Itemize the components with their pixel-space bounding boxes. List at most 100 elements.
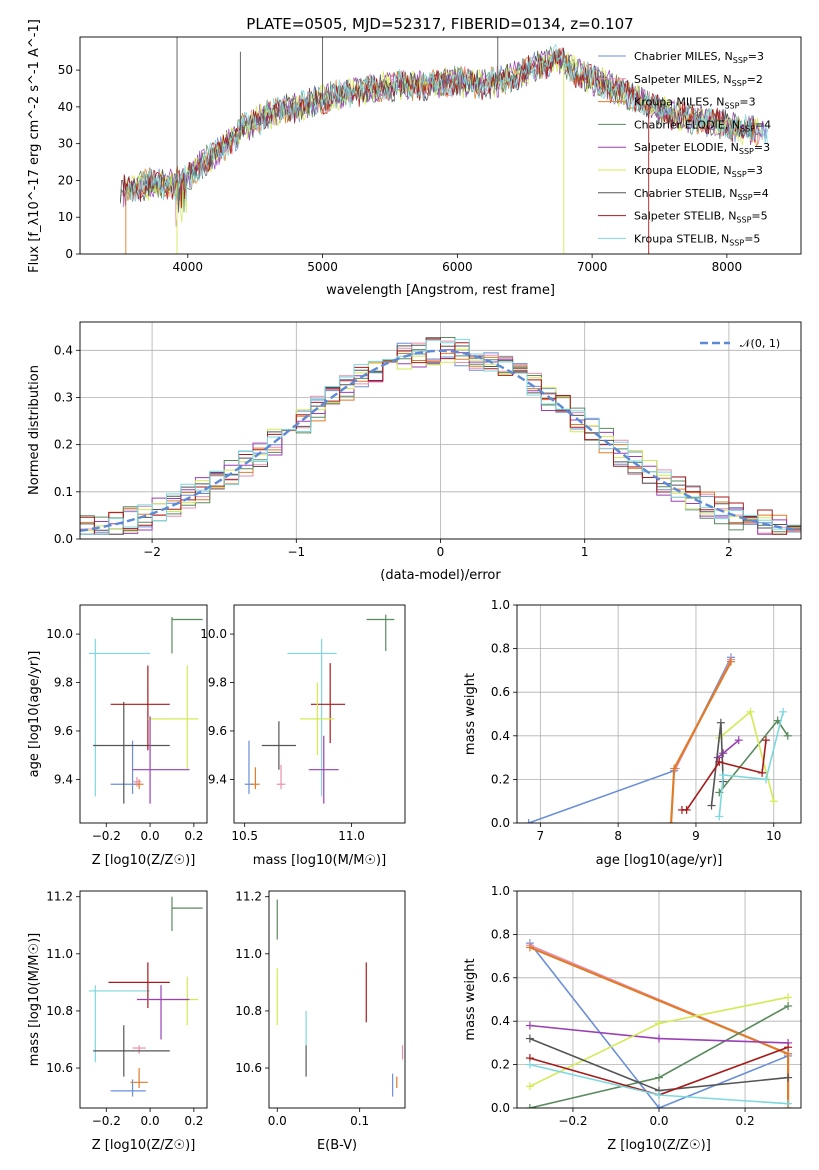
x-tick-label: 7000 [577, 260, 608, 274]
x-axis-label: mass [log10(M/M☉)] [253, 853, 386, 868]
y-tick-label: 11.2 [46, 890, 73, 904]
y-tick-label: 0.4 [491, 1014, 510, 1028]
y-tick-label: 1.0 [491, 884, 510, 898]
series-group [524, 653, 792, 823]
axes-frame [79, 890, 208, 1109]
x-axis-label: age [log10(age/yr)] [596, 853, 723, 868]
axes-frame [233, 604, 406, 824]
x-tick-label: 7 [537, 829, 545, 843]
legend-entry: Salpeter ELODIE, NSSP=3 [634, 141, 770, 156]
y-tick-label: 0.0 [491, 816, 510, 830]
x-tick-label: 9 [692, 829, 700, 843]
x-tick-label: 0.0 [141, 1114, 160, 1128]
x-tick-label: −0.2 [92, 1114, 121, 1128]
x-tick-label: 1 [581, 545, 589, 559]
x-tick-label: 4000 [173, 260, 204, 274]
y-tick-label: 40 [58, 100, 73, 114]
y-tick-label: 0.2 [54, 438, 73, 452]
y-tick-label: 0.1 [54, 485, 73, 499]
series-line [528, 656, 732, 823]
y-axis-label: mass [log10(M/M☉)] [27, 933, 42, 1066]
y-tick-label: 0.8 [491, 927, 510, 941]
residual-histogram-panel: −2 −1 0 1 2 0.0 0.1 0.2 0.3 0.4 𝒩(0, 1) (data-model… [27, 321, 802, 583]
legend-entry: Chabrier MILES, NSSP=3 [634, 50, 764, 65]
x-tick-label: 0.0 [268, 1114, 287, 1128]
y-tick-label: 10.8 [46, 1004, 73, 1018]
legend-entry: Salpeter MILES, NSSP=2 [634, 73, 763, 88]
x-tick-label: −0.2 [558, 1114, 587, 1128]
normal-curve [80, 349, 799, 532]
series-line [718, 711, 784, 817]
legend-entry: Kroupa MILES, NSSP=3 [634, 96, 756, 111]
y-tick-label: 0.0 [491, 1101, 510, 1115]
legend-entry: 𝒩(0, 1) [740, 337, 780, 350]
x-tick-label: 8000 [712, 260, 743, 274]
series-line [529, 942, 789, 1108]
axes-frame [516, 604, 802, 824]
spectrum-line-kroupa-stelib [125, 43, 768, 202]
y-tick-label: 0.6 [491, 685, 510, 699]
y-tick-label: 50 [58, 63, 73, 77]
x-tick-label: 11.0 [338, 829, 365, 843]
x-axis-label: Z [log10(Z/Z☉)] [92, 1138, 196, 1153]
y-tick-label: 20 [58, 173, 73, 187]
mass-vs-extinction-panel: 0.0 0.1 10.6 10.8 11.0 11.2 E(B-V) [235, 890, 406, 1153]
axes-frame [79, 321, 802, 540]
spectrum-series-group [120, 37, 768, 254]
axes-frame [79, 604, 208, 824]
x-tick-label: 0.0 [649, 1114, 668, 1128]
axes-frame [268, 890, 406, 1109]
x-tick-label: 0.2 [184, 829, 203, 843]
x-tick-label: 0.1 [350, 1114, 369, 1128]
y-tick-label: 10.6 [46, 1061, 73, 1075]
x-tick-label: 10 [766, 829, 781, 843]
y-tick-label: 10.6 [235, 1061, 262, 1075]
x-tick-label: 0.2 [184, 1114, 203, 1128]
x-tick-label: 10.5 [231, 829, 258, 843]
y-axis-label: age [log10(age/yr)] [27, 651, 42, 778]
y-tick-label: 10.8 [235, 1004, 262, 1018]
spectrum-panel: 4000 5000 6000 7000 8000 0 10 20 30 40 50 wavelengt… [27, 19, 802, 298]
age-vs-mass-panel: 10.5 11.0 9.4 9.6 9.8 10.0 mass [log10(M/M☉)] [200, 604, 406, 868]
x-tick-label: 0 [437, 545, 445, 559]
axes-frame [516, 890, 802, 1109]
y-axis-label: Flux [f_λ10^-17 erg cm^-2 s^-1 A^-1] [27, 19, 42, 273]
histogram-group [80, 337, 801, 535]
y-tick-label: 0.4 [491, 729, 510, 743]
x-tick-label: 2 [725, 545, 733, 559]
x-axis-label: (data-model)/error [380, 568, 501, 583]
y-tick-label: 30 [58, 137, 73, 151]
weight-vs-age-panel: 7 8 9 10 0.0 0.2 0.4 0.6 0.8 1.0 age [log10(age/yr… [463, 598, 802, 868]
legend-entry: Kroupa STELIB, NSSP=5 [634, 232, 760, 247]
x-tick-label: 0.0 [141, 829, 160, 843]
axes-frame [79, 36, 802, 255]
figure-title: PLATE=0505, MJD=52317, FIBERID=0134, z=0… [246, 15, 633, 33]
series-line [718, 710, 775, 802]
age-vs-metallicity-panel: −0.2 0.0 0.2 9.4 9.6 9.8 10.0 Z [log10(Z/Z☉)] ag… [27, 604, 208, 868]
y-tick-label: 0.2 [491, 772, 510, 786]
x-axis-label: E(B-V) [317, 1138, 357, 1153]
y-tick-label: 11.2 [235, 890, 262, 904]
y-axis-label: mass weight [463, 673, 478, 755]
y-tick-label: 10 [58, 210, 73, 224]
y-tick-label: 9.4 [54, 772, 73, 786]
x-tick-label: 8 [614, 829, 622, 843]
legend-entry: Salpeter STELIB, NSSP=5 [634, 210, 768, 225]
x-tick-label: −2 [143, 545, 161, 559]
y-tick-label: 0.6 [491, 971, 510, 985]
y-tick-label: 9.8 [208, 676, 227, 690]
x-tick-label: 5000 [307, 260, 338, 274]
weight-vs-metallicity-panel: −0.2 0.0 0.2 0.0 0.2 0.4 0.6 0.8 1.0 Z [log10(Z/Z… [463, 884, 802, 1153]
mass-vs-metallicity-panel: −0.2 0.0 0.2 10.6 10.8 11.0 11.2 Z [log10(Z/Z☉)… [27, 890, 208, 1153]
y-tick-label: 1.0 [491, 598, 510, 612]
y-tick-label: 0.0 [54, 532, 73, 546]
x-tick-label: 0.2 [736, 1114, 755, 1128]
x-tick-label: −0.2 [92, 829, 121, 843]
legend-entry: Chabrier STELIB, NSSP=4 [634, 187, 769, 202]
x-axis-label: Z [log10(Z/Z☉)] [607, 1138, 711, 1153]
x-tick-label: 6000 [442, 260, 473, 274]
y-tick-label: 11.0 [235, 947, 262, 961]
y-tick-label: 9.6 [54, 724, 73, 738]
y-tick-label: 9.8 [54, 676, 73, 690]
